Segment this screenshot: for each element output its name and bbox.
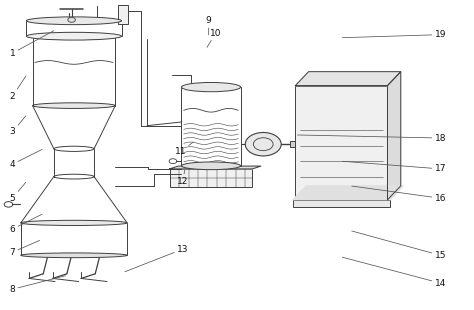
Bar <box>293 200 390 207</box>
Ellipse shape <box>182 82 240 92</box>
Ellipse shape <box>27 32 121 40</box>
Text: 10: 10 <box>207 29 221 47</box>
Text: 16: 16 <box>352 186 446 203</box>
Circle shape <box>245 132 281 156</box>
Text: 14: 14 <box>342 257 446 288</box>
Ellipse shape <box>21 253 127 258</box>
Text: 5: 5 <box>9 182 26 203</box>
Text: 8: 8 <box>9 276 65 294</box>
Polygon shape <box>388 72 401 200</box>
Text: 13: 13 <box>125 245 188 272</box>
Polygon shape <box>293 186 403 200</box>
Ellipse shape <box>182 162 240 170</box>
Text: 2: 2 <box>9 76 26 101</box>
Text: 15: 15 <box>352 231 446 260</box>
Text: 12: 12 <box>177 170 188 186</box>
Text: 9: 9 <box>206 16 211 35</box>
Text: 18: 18 <box>298 134 446 143</box>
Ellipse shape <box>33 103 115 108</box>
Ellipse shape <box>27 17 121 24</box>
Text: 4: 4 <box>9 149 42 169</box>
Text: 6: 6 <box>9 214 42 233</box>
Text: 3: 3 <box>9 116 26 136</box>
Ellipse shape <box>33 33 115 39</box>
Polygon shape <box>295 72 401 86</box>
Text: 17: 17 <box>342 161 446 173</box>
Text: 11: 11 <box>174 142 193 157</box>
Bar <box>295 86 388 200</box>
Text: 19: 19 <box>342 30 446 39</box>
Text: 7: 7 <box>9 241 40 257</box>
Bar <box>290 141 295 147</box>
Polygon shape <box>170 166 261 169</box>
Circle shape <box>68 17 75 22</box>
Ellipse shape <box>21 220 127 225</box>
Text: 1: 1 <box>9 31 54 58</box>
Bar <box>170 169 252 188</box>
Bar <box>118 5 128 24</box>
